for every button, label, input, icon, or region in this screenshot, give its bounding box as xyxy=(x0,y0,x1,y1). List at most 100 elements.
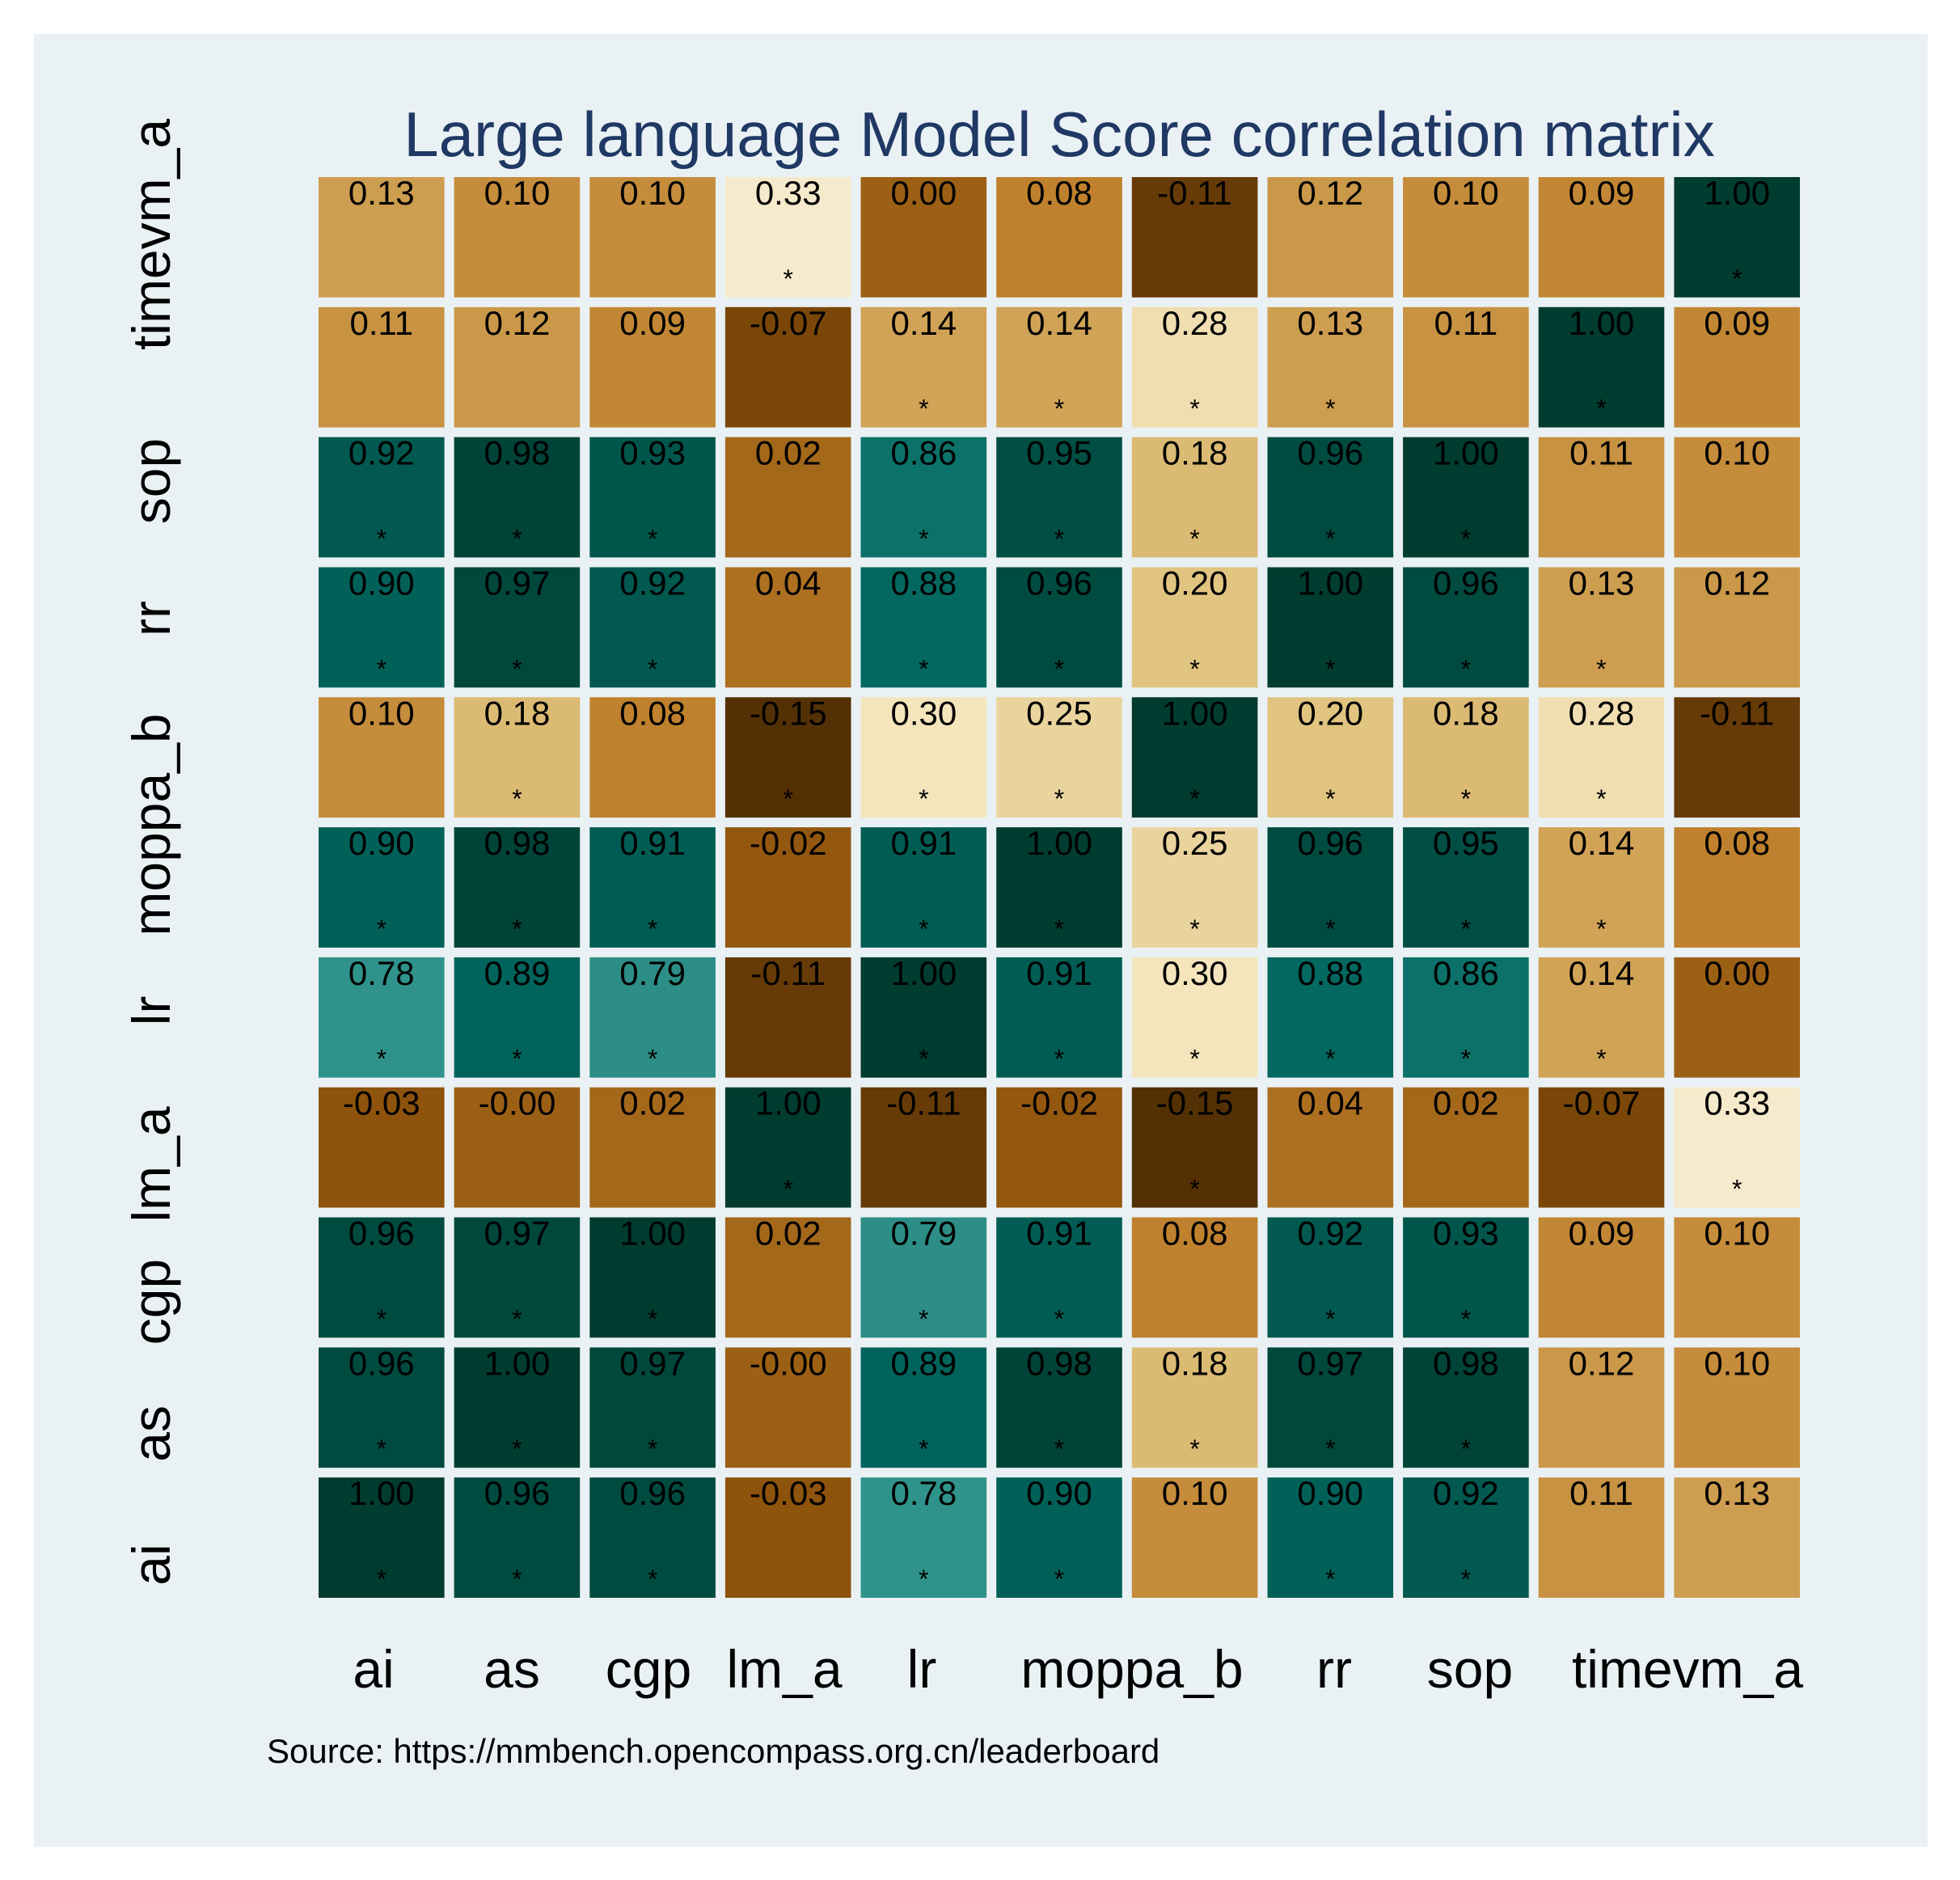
y-tick-label: as xyxy=(121,1405,181,1462)
heatmap-cell xyxy=(1538,177,1665,298)
heatmap-cell xyxy=(724,1087,851,1208)
heatmap-cell xyxy=(1131,827,1258,948)
cell-value-label: 0.10 xyxy=(1433,174,1499,212)
cell-value-label: 0.20 xyxy=(1297,694,1363,732)
cell-value-label: -0.15 xyxy=(1156,1084,1234,1122)
heatmap-cell xyxy=(454,1347,581,1468)
cell-value-label: -0.07 xyxy=(750,304,827,342)
significance-star: * xyxy=(1189,1045,1199,1074)
cell-value-label: 0.90 xyxy=(348,824,415,862)
cell-value-label: 0.25 xyxy=(1162,824,1228,862)
cell-value-label: 1.00 xyxy=(619,1215,686,1253)
cell-value-label: -0.11 xyxy=(1157,174,1232,212)
significance-star: * xyxy=(377,1304,387,1333)
y-tick-label: lr xyxy=(121,996,181,1026)
heatmap-cell xyxy=(724,1477,851,1598)
heatmap-cell xyxy=(319,177,445,298)
heatmap-cell xyxy=(589,957,716,1078)
cell-value-label: 0.98 xyxy=(484,434,551,472)
heatmap-cell xyxy=(1131,437,1258,558)
cell-value-label: 0.14 xyxy=(1569,954,1635,992)
cell-value-label: 0.11 xyxy=(1569,1474,1633,1512)
heatmap-cell xyxy=(996,567,1122,688)
heatmap-cell xyxy=(589,827,716,948)
cell-value-label: -0.11 xyxy=(750,954,826,992)
y-tick-label: ai xyxy=(121,1544,181,1585)
cell-value-label: 1.00 xyxy=(1704,174,1770,212)
cell-value-label: 0.13 xyxy=(1569,564,1635,602)
cell-value-label: 0.08 xyxy=(1026,174,1092,212)
cell-value-label: 0.10 xyxy=(1704,1215,1770,1253)
heatmap-cell xyxy=(1403,1477,1529,1598)
cell-value-label: 0.96 xyxy=(1297,434,1363,472)
cell-value-label: 0.96 xyxy=(619,1474,686,1512)
heatmap-cell xyxy=(860,1217,987,1338)
cell-value-label: -0.00 xyxy=(750,1344,827,1382)
heatmap-cell xyxy=(1131,1347,1258,1468)
y-tick-label: cgp xyxy=(121,1259,181,1345)
heatmap-cell xyxy=(1538,1477,1665,1598)
cell-value-label: 0.09 xyxy=(1569,174,1635,212)
significance-star: * xyxy=(1054,784,1064,813)
heatmap-cell xyxy=(996,437,1122,558)
cell-value-label: 0.11 xyxy=(349,304,413,342)
significance-star: * xyxy=(1325,1304,1335,1333)
heatmap-cell xyxy=(1131,567,1258,688)
cell-value-label: 0.10 xyxy=(484,174,551,212)
cell-value-label: 0.28 xyxy=(1162,304,1228,342)
significance-star: * xyxy=(512,1565,522,1594)
cell-value-label: 0.18 xyxy=(1162,1344,1228,1382)
x-tick-label: as xyxy=(484,1639,540,1699)
cell-value-label: 0.95 xyxy=(1026,434,1092,472)
cell-value-label: 1.00 xyxy=(1569,304,1635,342)
cell-value-label: 0.14 xyxy=(1569,824,1635,862)
significance-star: * xyxy=(1189,525,1199,554)
cell-value-label: 0.09 xyxy=(1569,1215,1635,1253)
heatmap-cell xyxy=(589,567,716,688)
significance-star: * xyxy=(512,784,522,813)
heatmap-cell xyxy=(319,306,445,428)
significance-star: * xyxy=(919,525,928,554)
heatmap-cell xyxy=(589,1217,716,1338)
cell-value-label: 0.00 xyxy=(1704,954,1770,992)
cell-value-label: 0.88 xyxy=(1297,954,1363,992)
y-tick-label: timevm_a xyxy=(121,119,181,350)
heatmap-cell xyxy=(454,437,581,558)
heatmap-cell xyxy=(1538,306,1665,428)
cell-value-label: 0.12 xyxy=(484,304,551,342)
significance-star: * xyxy=(1596,915,1606,944)
cell-value-label: 0.93 xyxy=(619,434,686,472)
heatmap-cell xyxy=(1403,177,1529,298)
cell-value-label: 0.92 xyxy=(1297,1215,1363,1253)
significance-star: * xyxy=(1325,915,1335,944)
significance-star: * xyxy=(512,1304,522,1333)
cell-value-label: 0.02 xyxy=(755,1215,822,1253)
significance-star: * xyxy=(919,1304,928,1333)
significance-star: * xyxy=(512,654,522,683)
cell-value-label: 0.08 xyxy=(619,694,686,732)
heatmap-cell xyxy=(860,1477,987,1598)
cell-value-label: 0.92 xyxy=(619,564,686,602)
cell-value-label: 0.25 xyxy=(1026,694,1092,732)
cell-value-label: 0.91 xyxy=(1026,954,1092,992)
heatmap-cell xyxy=(454,697,581,818)
heatmap-cell xyxy=(1403,1347,1529,1468)
significance-star: * xyxy=(377,1434,387,1464)
heatmap-cell xyxy=(1131,957,1258,1078)
y-tick-label: sop xyxy=(121,438,181,524)
significance-star: * xyxy=(783,784,792,813)
cell-value-label: 1.00 xyxy=(1433,434,1499,472)
significance-star: * xyxy=(1596,654,1606,683)
cell-value-label: 0.08 xyxy=(1704,824,1770,862)
cell-value-label: 0.10 xyxy=(1162,1474,1228,1512)
significance-star: * xyxy=(648,654,657,683)
cell-value-label: 0.96 xyxy=(1026,564,1092,602)
heatmap-cell xyxy=(724,957,851,1078)
heatmap-cell xyxy=(724,827,851,948)
heatmap-cell xyxy=(996,957,1122,1078)
significance-star: * xyxy=(1732,264,1742,294)
heatmap-cell xyxy=(454,567,581,688)
significance-star: * xyxy=(648,1565,657,1594)
cell-value-label: 0.96 xyxy=(1297,824,1363,862)
significance-star: * xyxy=(1054,395,1064,424)
